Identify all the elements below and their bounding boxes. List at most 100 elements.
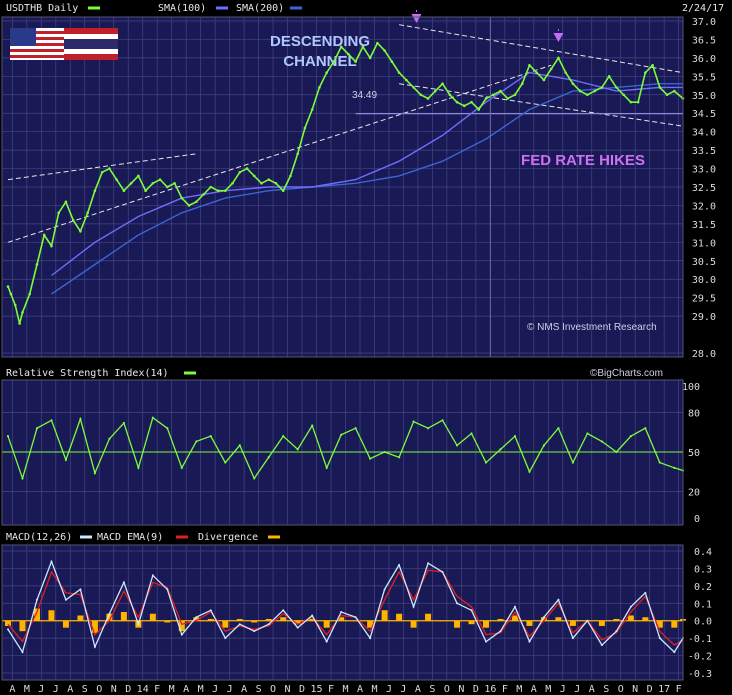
price-point <box>593 89 596 93</box>
x-tick-label: A <box>357 684 363 695</box>
divergence-bar <box>236 618 243 621</box>
macd-point <box>398 563 401 566</box>
rsi-y-tick: 50 <box>688 448 700 459</box>
x-tick-label: J <box>212 684 218 695</box>
symbol-label: USDTHB Daily <box>6 3 78 14</box>
macd-point <box>586 619 589 622</box>
x-tick-label: O <box>444 684 450 695</box>
rsi-point <box>267 456 270 459</box>
price-point <box>376 41 379 45</box>
price-point <box>195 200 198 204</box>
divergence-bar <box>352 620 359 622</box>
x-tick-label: 15 <box>311 684 323 695</box>
rsi-point <box>441 419 444 422</box>
x-tick-label: A <box>415 684 421 695</box>
rsi-point <box>383 450 386 454</box>
divergence-bar <box>454 620 461 628</box>
price-point <box>151 182 155 185</box>
price-point <box>455 100 459 104</box>
divergence-bar <box>265 618 272 621</box>
price-point <box>281 189 285 192</box>
rsi-point <box>557 427 560 430</box>
divergence-bar <box>656 620 663 628</box>
price-point <box>412 86 415 89</box>
price-y-tick: 36.0 <box>692 54 716 65</box>
x-tick-label: J <box>386 684 392 695</box>
price-point <box>426 97 430 100</box>
price-point <box>115 178 118 181</box>
rsi-point <box>122 421 125 425</box>
price-point <box>13 303 17 307</box>
price-point <box>202 193 205 196</box>
rsi-point <box>209 435 212 438</box>
x-tick-label: D <box>299 684 305 695</box>
price-line <box>7 41 684 324</box>
sma100-label: SMA(100) <box>158 3 206 14</box>
x-tick-label: N <box>632 684 638 695</box>
price-y-tick: 29.0 <box>692 312 716 323</box>
price-point <box>470 100 473 104</box>
divergence-bar <box>396 613 403 621</box>
divergence-bar <box>77 615 84 621</box>
rsi-point <box>455 444 459 447</box>
trendline-support <box>7 64 552 243</box>
price-point <box>122 189 126 192</box>
descending-channel-title: DESCENDING <box>270 33 370 50</box>
price-point <box>347 52 350 56</box>
price-point <box>166 185 169 189</box>
macd-y-tick: 0.4 <box>694 547 712 558</box>
price-point <box>158 178 162 181</box>
price-point <box>665 93 669 97</box>
price-point <box>419 93 423 97</box>
x-tick-label: N <box>111 684 117 695</box>
x-tick-label: D <box>125 684 131 695</box>
price-point <box>35 263 39 266</box>
rsi-y-tick: 0 <box>694 514 700 525</box>
divergence-bar <box>497 618 504 621</box>
macd-point <box>673 651 676 654</box>
macd-point <box>122 581 125 584</box>
x-tick-label: A <box>531 684 537 695</box>
price-y-tick: 35.0 <box>692 91 716 102</box>
divergence-bar <box>540 617 547 621</box>
price-point <box>86 211 89 215</box>
divergence-bar <box>323 620 330 628</box>
macd-point <box>340 611 343 613</box>
price-point <box>180 196 184 200</box>
x-tick-label: 17 <box>658 684 670 695</box>
price-point <box>390 60 394 63</box>
rsi-point <box>296 448 299 451</box>
rsi-point <box>644 427 647 430</box>
rsi-point <box>426 427 430 430</box>
price-point <box>21 311 24 314</box>
macd-point <box>485 640 488 643</box>
x-tick-label: M <box>169 684 175 695</box>
x-tick-label: O <box>270 684 276 695</box>
x-tick-label: J <box>560 684 566 695</box>
divergence-bar <box>483 620 490 628</box>
rsi-point <box>542 444 546 447</box>
macd-point <box>658 637 661 640</box>
sma100-line <box>51 71 683 277</box>
macd-point <box>615 630 618 633</box>
rsi-point <box>253 477 256 480</box>
rsi-point <box>397 456 401 459</box>
macd-point <box>644 591 647 594</box>
macd-point <box>166 588 169 591</box>
price-y-tick: 37.0 <box>692 17 716 28</box>
price-point <box>209 185 213 189</box>
rsi-point <box>629 435 632 438</box>
price-point <box>274 182 278 185</box>
price-point <box>434 89 437 93</box>
macd-point <box>311 614 314 617</box>
price-point <box>361 45 365 49</box>
divergence-bar <box>439 620 446 622</box>
x-tick-label: 14 <box>137 684 149 695</box>
price-y-tick: 29.5 <box>692 294 716 305</box>
price-y-tick: 33.0 <box>692 165 716 176</box>
macd-point <box>180 633 183 636</box>
macd-point <box>542 616 545 619</box>
price-point <box>129 182 133 185</box>
divergence-bar <box>62 620 69 628</box>
x-tick-label: M <box>545 684 551 695</box>
